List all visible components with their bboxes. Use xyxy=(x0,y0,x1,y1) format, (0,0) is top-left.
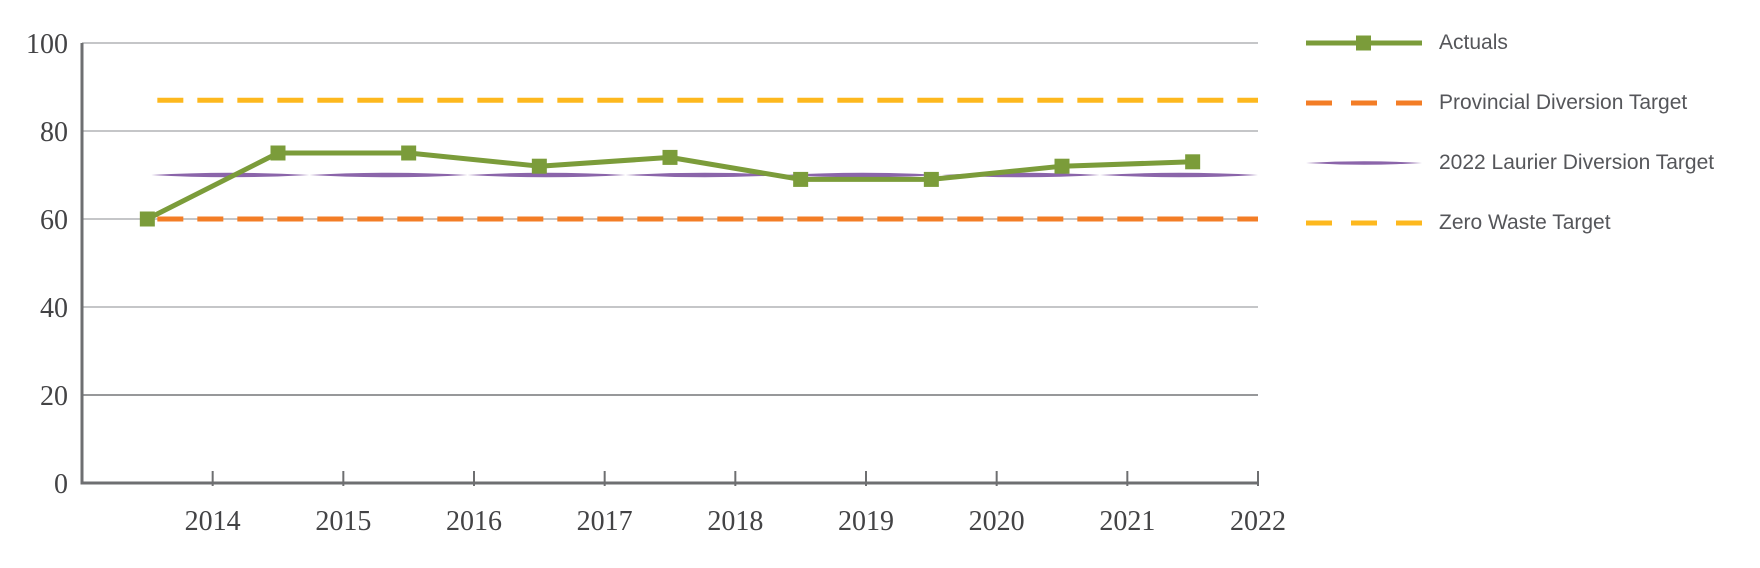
actuals-marker xyxy=(1185,154,1201,170)
x-axis-tick-label: 2020 xyxy=(969,506,1025,537)
legend-label-provincial-target: Provincial Diversion Target xyxy=(1439,91,1688,114)
y-axis-tick-label: 100 xyxy=(26,29,68,60)
legend-item-zero-waste-target: Zero Waste Target xyxy=(1304,193,1714,253)
legend-item-laurier-target: 2022 Laurier Diversion Target xyxy=(1304,133,1714,193)
x-axis-tick-label: 2016 xyxy=(446,506,502,537)
actuals-line-swatch-icon xyxy=(1306,35,1422,51)
x-axis-tick-label: 2018 xyxy=(707,506,763,537)
actuals-marker xyxy=(662,149,678,165)
y-axis-tick-label: 0 xyxy=(54,469,68,500)
x-axis-tick-label: 2022 xyxy=(1230,506,1286,537)
actuals-marker xyxy=(139,211,155,227)
legend-label-laurier-target: 2022 Laurier Diversion Target xyxy=(1439,151,1715,174)
x-axis-tick-label: 2017 xyxy=(577,506,633,537)
dashed-line-swatch-icon xyxy=(1306,100,1422,106)
legend-item-provincial-target: Provincial Diversion Target xyxy=(1304,73,1714,133)
tapered-line-swatch-icon xyxy=(1306,161,1422,165)
y-axis-tick-label: 20 xyxy=(40,381,68,412)
actuals-marker xyxy=(923,171,939,187)
chart-legend: Actuals Provincial Diversion Target 2022… xyxy=(1304,13,1714,253)
y-axis-tick-label: 40 xyxy=(40,293,68,324)
y-axis-tick-label: 60 xyxy=(40,205,68,236)
dashed-line-swatch-icon xyxy=(1306,220,1422,226)
legend-label-zero-waste-target: Zero Waste Target xyxy=(1439,211,1611,234)
x-axis-tick-label: 2019 xyxy=(838,506,894,537)
x-axis-tick-label: 2021 xyxy=(1099,506,1155,537)
target-line-laurier xyxy=(151,172,1258,178)
actuals-marker xyxy=(793,171,809,187)
actuals-marker xyxy=(401,145,417,161)
actuals-marker xyxy=(270,145,286,161)
x-axis-tick-label: 2015 xyxy=(315,506,371,537)
actuals-marker xyxy=(531,158,547,174)
legend-label-actuals: Actuals xyxy=(1439,31,1508,54)
actuals-marker xyxy=(1054,158,1070,174)
x-axis-tick-label: 2014 xyxy=(185,506,241,537)
legend-item-actuals: Actuals xyxy=(1304,13,1714,73)
y-axis-tick-label: 80 xyxy=(40,117,68,148)
